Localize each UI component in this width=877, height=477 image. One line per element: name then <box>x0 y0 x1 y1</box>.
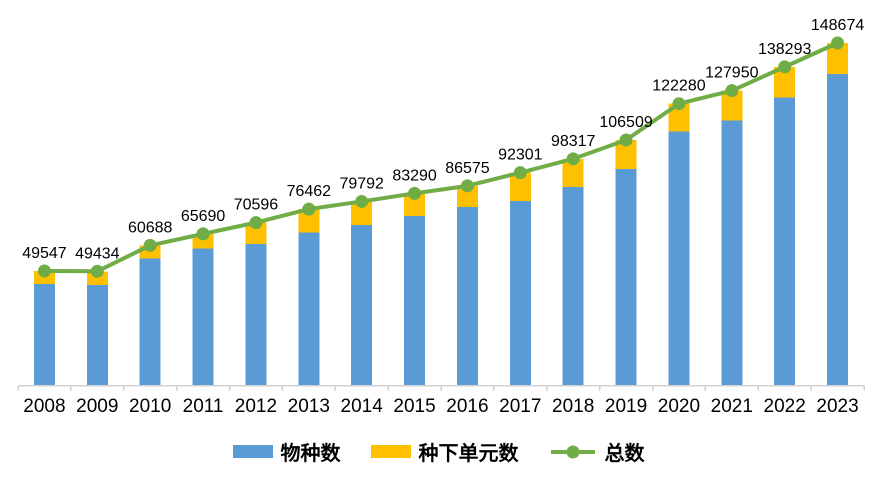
x-axis-label: 2009 <box>76 396 118 417</box>
total-marker <box>90 264 104 278</box>
total-marker <box>408 186 422 200</box>
bar-infraspecific <box>827 43 849 75</box>
legend-item-infraspecific: 种下单元数 <box>370 437 519 466</box>
bar-infraspecific <box>668 103 690 132</box>
x-axis-label: 2021 <box>711 396 753 417</box>
total-marker <box>831 36 845 50</box>
total-data-label: 49547 <box>22 245 67 262</box>
total-data-label: 79792 <box>339 175 384 192</box>
bar-species <box>33 284 55 385</box>
legend-label-species: 物种数 <box>280 443 341 465</box>
bar-infraspecific <box>404 193 426 217</box>
total-data-label: 65690 <box>181 208 226 225</box>
species-swatch-icon <box>232 445 273 458</box>
bar-infraspecific <box>245 222 267 245</box>
total-data-label: 98317 <box>551 133 596 150</box>
x-axis-label: 2018 <box>552 396 594 417</box>
total-data-label: 83290 <box>392 167 437 184</box>
bar-species <box>456 207 478 385</box>
bar-infraspecific <box>615 139 637 169</box>
infraspecific-swatch-icon <box>370 445 411 458</box>
x-axis-label: 2012 <box>235 396 277 417</box>
total-data-label: 127950 <box>705 65 758 82</box>
bar-infraspecific <box>298 209 320 233</box>
bar-species <box>351 225 373 385</box>
x-axis-label: 2019 <box>605 396 647 417</box>
bar-species <box>827 74 849 386</box>
bar-species <box>668 131 690 385</box>
bar-infraspecific <box>562 158 584 188</box>
bar-infraspecific <box>351 201 373 226</box>
legend: 物种数 种下单元数 总数 <box>0 437 877 466</box>
legend-label-infraspecific: 种下单元数 <box>418 443 519 465</box>
total-data-label: 76462 <box>287 183 332 200</box>
x-axis-label: 2008 <box>23 396 65 417</box>
x-axis-label: 2010 <box>129 396 171 417</box>
x-axis-label: 2017 <box>499 396 541 417</box>
bar-species <box>86 285 108 385</box>
total-data-label: 122280 <box>652 78 705 95</box>
total-data-label: 148674 <box>811 17 864 34</box>
bar-species <box>298 232 320 385</box>
bar-species <box>245 244 267 385</box>
total-marker <box>619 133 633 147</box>
x-axis-label: 2020 <box>658 396 700 417</box>
bar-species <box>615 168 637 385</box>
x-axis-label: 2023 <box>816 396 858 417</box>
total-marker <box>566 152 580 166</box>
total-data-label: 92301 <box>498 147 543 164</box>
total-marker <box>302 202 316 216</box>
bar-species <box>192 248 214 385</box>
total-marker <box>143 238 157 252</box>
total-data-label: 70596 <box>234 197 279 214</box>
total-data-label: 106509 <box>599 114 652 131</box>
bar-infraspecific <box>721 90 743 121</box>
x-axis-label: 2015 <box>393 396 435 417</box>
bar-infraspecific <box>456 185 478 208</box>
bar-species <box>721 120 743 385</box>
total-marker <box>460 179 474 193</box>
total-data-label: 49434 <box>75 245 120 262</box>
x-axis-label: 2016 <box>446 396 488 417</box>
total-marker <box>37 264 51 278</box>
bar-species <box>774 97 796 385</box>
total-line-marker-icon <box>550 445 595 458</box>
x-axis-label: 2011 <box>183 396 224 417</box>
total-line <box>42 41 840 274</box>
total-data-label: 86575 <box>445 160 490 177</box>
total-marker <box>778 60 792 74</box>
legend-label-total: 总数 <box>604 443 645 465</box>
total-marker <box>672 97 686 111</box>
x-axis-label: 2013 <box>288 396 330 417</box>
total-marker <box>725 84 739 98</box>
total-marker <box>513 166 527 180</box>
bar-species <box>509 201 531 385</box>
x-axis-label: 2014 <box>341 396 384 417</box>
bar-species <box>562 187 584 385</box>
bar-infraspecific <box>774 66 796 98</box>
total-marker <box>196 227 210 241</box>
bar-species <box>404 216 426 385</box>
total-marker <box>249 216 263 230</box>
total-data-label: 60688 <box>128 219 173 236</box>
x-axis-label: 2022 <box>764 396 806 417</box>
total-data-label: 138293 <box>758 41 811 58</box>
total-marker <box>355 194 369 208</box>
legend-item-species: 物种数 <box>232 437 341 466</box>
legend-item-total: 总数 <box>549 437 645 466</box>
bar-infraspecific <box>509 172 531 202</box>
bar-species <box>139 258 161 385</box>
